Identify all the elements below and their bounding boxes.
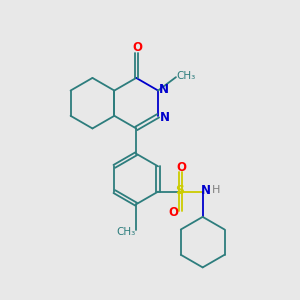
Text: CH₃: CH₃	[116, 227, 135, 238]
Text: N: N	[160, 111, 170, 124]
Text: N: N	[201, 184, 211, 196]
Text: O: O	[176, 161, 186, 174]
Text: CH₃: CH₃	[177, 71, 196, 81]
Text: O: O	[169, 206, 179, 219]
Text: H: H	[212, 185, 220, 195]
Text: O: O	[133, 41, 143, 54]
Text: S: S	[176, 184, 184, 197]
Text: N: N	[159, 82, 169, 96]
